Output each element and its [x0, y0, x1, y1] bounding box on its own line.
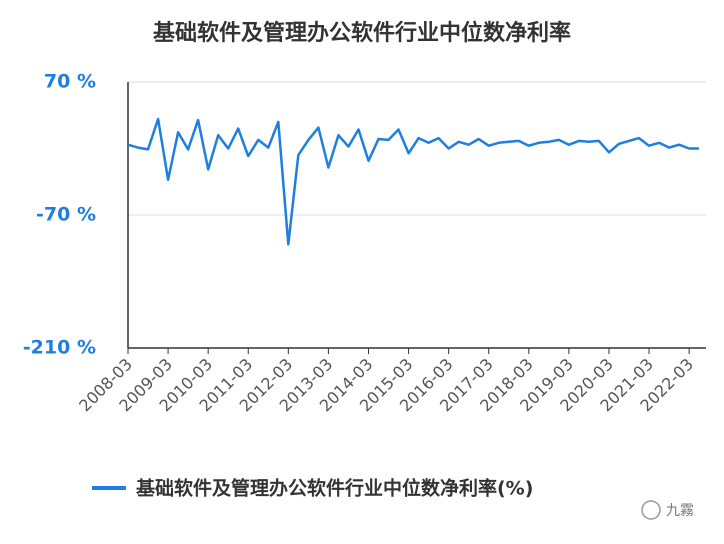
y-tick-label: -210 % [23, 337, 96, 359]
watermark: 九霧 [666, 503, 694, 519]
y-tick-label: 70 % [44, 71, 96, 93]
chart-title: 基础软件及管理办公软件行业中位数净利率 [153, 20, 571, 46]
data-line [127, 117, 700, 246]
y-tick-label: -70 % [36, 204, 96, 226]
legend-label: 基础软件及管理办公软件行业中位数净利率(%) [135, 477, 533, 500]
watermark-icon [641, 500, 661, 520]
